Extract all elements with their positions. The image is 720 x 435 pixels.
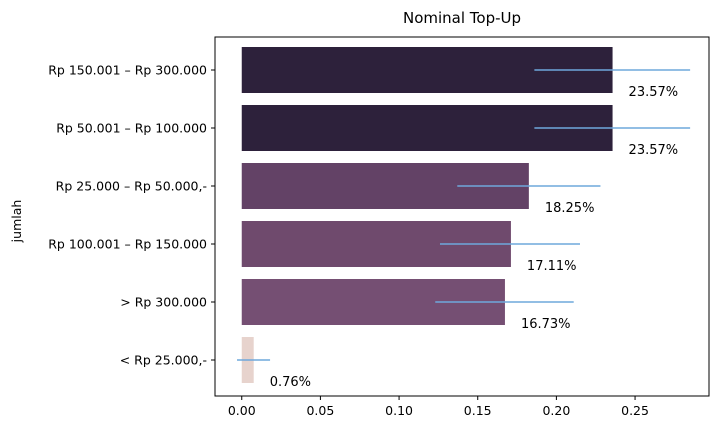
value-label: 23.57% bbox=[629, 85, 679, 100]
x-tick-label: 0.15 bbox=[464, 403, 492, 418]
value-label: 0.76% bbox=[270, 375, 311, 390]
value-label: 16.73% bbox=[521, 317, 571, 332]
y-tick-label: Rp 100.001 – Rp 150.000 bbox=[48, 237, 207, 252]
plot-frame bbox=[214, 36, 710, 397]
y-tick-label: Rp 50.001 – Rp 100.000 bbox=[56, 121, 207, 136]
y-axis: Rp 150.001 – Rp 300.000 Rp 50.001 – Rp 10… bbox=[48, 63, 215, 368]
value-label: 17.11% bbox=[527, 259, 577, 274]
y-tick-label: Rp 150.001 – Rp 300.000 bbox=[48, 63, 207, 78]
error-bars-layer bbox=[237, 69, 691, 361]
y-tick-label: > Rp 300.000 bbox=[120, 295, 207, 310]
x-tick-label: 0.00 bbox=[228, 403, 256, 418]
value-labels-layer: 23.57% 23.57% 18.25% 17.11% 16.73% 0.76% bbox=[270, 85, 678, 390]
x-tick-label: 0.25 bbox=[621, 403, 649, 418]
chart-title: Nominal Top-Up bbox=[403, 9, 521, 27]
x-tick-label: 0.05 bbox=[306, 403, 334, 418]
x-tick-label: 0.20 bbox=[542, 403, 570, 418]
x-tick-label: 0.10 bbox=[385, 403, 413, 418]
y-tick-label: < Rp 25.000,- bbox=[120, 353, 207, 368]
y-axis-title: jumlah bbox=[9, 200, 24, 244]
value-label: 23.57% bbox=[629, 143, 679, 158]
x-axis: 0.00 0.05 0.10 0.15 0.20 0.25 bbox=[228, 396, 649, 418]
y-tick-label: Rp 25.000 – Rp 50.000,- bbox=[56, 179, 207, 194]
value-label: 18.25% bbox=[545, 201, 595, 216]
